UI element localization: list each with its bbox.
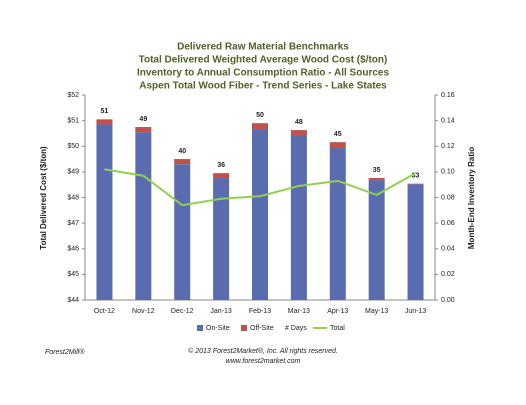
bar-segment — [290, 130, 307, 136]
legend-label: Off-Site — [250, 325, 274, 332]
y2-tick-label: 0.10 — [441, 169, 455, 176]
days-label: 45 — [334, 131, 342, 138]
bar-segment — [329, 142, 346, 149]
brand: Forest2Mill® — [45, 348, 85, 356]
url: www.forest2market.com — [226, 358, 301, 365]
chart-title: Aspen Total Wood Fiber - Trend Series - … — [139, 81, 387, 92]
x-tick-label: Jun-13 — [405, 308, 427, 315]
bar-segment — [213, 178, 230, 300]
chart-title: Inventory to Annual Consumption Ratio - … — [137, 68, 389, 79]
x-tick-label: May-13 — [365, 308, 388, 315]
x-tick-label: Jan-13 — [210, 308, 232, 315]
days-label: 40 — [178, 148, 186, 155]
y2-tick-label: 0.14 — [441, 117, 455, 124]
bar-segment — [252, 129, 268, 300]
x-tick-label: Apr-13 — [327, 308, 348, 315]
y2-axis-title: Month-End Inventory Ratio — [467, 147, 476, 249]
x-tick-label: Nov-12 — [132, 308, 155, 315]
days-label: 33 — [412, 173, 420, 180]
bar-segment — [96, 124, 113, 300]
bar-segment — [174, 164, 191, 300]
bar-segment — [135, 127, 152, 133]
days-label: 48 — [295, 119, 303, 126]
bar-segment — [252, 123, 268, 130]
bar-segment — [407, 184, 424, 300]
bar-segment — [135, 132, 152, 300]
days-label: 50 — [256, 112, 264, 119]
copyright: © 2013 Forest2Market®, Inc. All rights r… — [188, 347, 338, 355]
y-tick-label: $48 — [67, 194, 79, 201]
x-tick-label: Oct-12 — [94, 308, 115, 315]
y2-tick-label: 0.08 — [441, 194, 455, 201]
y-tick-label: $45 — [67, 271, 79, 278]
days-label: 49 — [139, 116, 147, 123]
bar-segment — [368, 180, 385, 300]
y-tick-label: $50 — [67, 143, 79, 150]
y-tick-label: $46 — [67, 246, 79, 253]
bar-segment — [368, 178, 385, 181]
chart-title: Total Delivered Weighted Average Wood Co… — [139, 55, 388, 66]
bar-segment — [174, 159, 191, 165]
y2-tick-label: 0.04 — [441, 246, 455, 253]
y2-tick-label: 0.02 — [441, 271, 455, 278]
y2-tick-label: 0.00 — [441, 297, 455, 304]
legend-swatch — [241, 325, 247, 331]
legend-label: Total — [330, 325, 345, 332]
y-tick-label: $51 — [67, 117, 79, 124]
legend-label: On-Site — [206, 325, 230, 332]
y2-tick-label: 0.12 — [441, 143, 455, 150]
days-label: 36 — [217, 162, 225, 169]
y2-tick-label: 0.16 — [441, 92, 455, 99]
chart-title: Delivered Raw Material Benchmarks — [177, 42, 349, 53]
y-tick-label: $52 — [67, 92, 79, 99]
y-axis-title: Total Delivered Cost ($/ton) — [39, 146, 48, 250]
line — [104, 168, 417, 207]
y-tick-label: $47 — [67, 220, 79, 227]
bar-segment — [407, 183, 424, 185]
legend-label: # Days — [285, 325, 307, 332]
legend-swatch — [197, 325, 203, 331]
x-tick-label: Dec-12 — [171, 308, 194, 315]
y2-tick-label: 0.06 — [441, 220, 455, 227]
bar-segment — [96, 119, 113, 125]
x-tick-label: Feb-13 — [249, 308, 271, 315]
days-label: 51 — [101, 108, 109, 115]
y-tick-label: $44 — [67, 297, 79, 304]
bar-segment — [290, 136, 307, 300]
y-tick-label: $49 — [67, 169, 79, 176]
days-label: 35 — [373, 167, 381, 174]
bar-segment — [329, 148, 346, 300]
bar-segment — [213, 173, 230, 179]
x-tick-label: Mar-13 — [288, 308, 310, 315]
